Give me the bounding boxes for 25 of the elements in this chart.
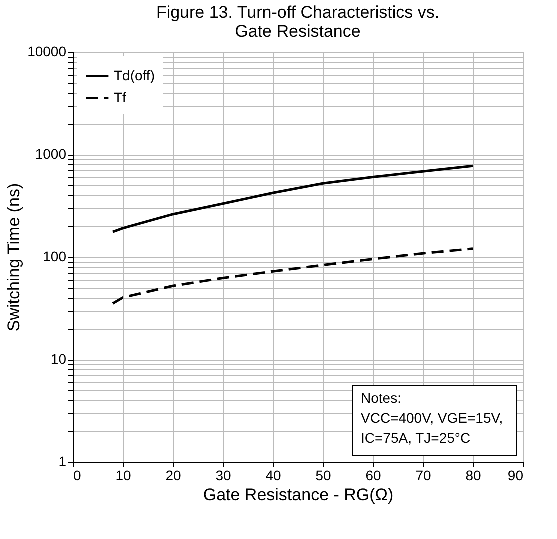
x-tick-label: 50 [316, 468, 332, 484]
x-tick-label: 20 [166, 468, 182, 484]
annotation: VCC=400V, VGE=15V, [361, 410, 504, 426]
x-axis-title: Gate Resistance - RG(Ω) [203, 486, 394, 504]
x-tick-label: 10 [116, 468, 132, 484]
legend-label: Tf [114, 90, 127, 106]
x-tick-label: 30 [216, 468, 232, 484]
x-tick-label: 40 [266, 468, 282, 484]
annotation: IC=75A, TJ=25°C [361, 430, 471, 446]
x-tick-label: 70 [416, 468, 432, 484]
line-series [112, 164, 474, 234]
x-tick-label: 0 [74, 468, 82, 484]
y-tick-label: 10000 [28, 44, 67, 60]
x-tick-label: 80 [466, 468, 482, 484]
chart-title: Figure 13. Turn-off Characteristics vs. Gate Resistance [156, 3, 440, 41]
legend-label: Td(off) [114, 68, 155, 84]
line-series [112, 248, 474, 305]
x-tick-label: 90 [508, 468, 524, 484]
y-axis-title: Switching Time (ns) [4, 183, 24, 332]
y-tick-label: 10 [50, 351, 67, 367]
annotation: Notes: [361, 390, 402, 406]
y-tick-label: 100 [43, 248, 67, 264]
y-tick-label: 1 [58, 454, 67, 470]
y-tick-label: 1000 [35, 146, 67, 162]
x-tick-label: 60 [366, 468, 382, 484]
